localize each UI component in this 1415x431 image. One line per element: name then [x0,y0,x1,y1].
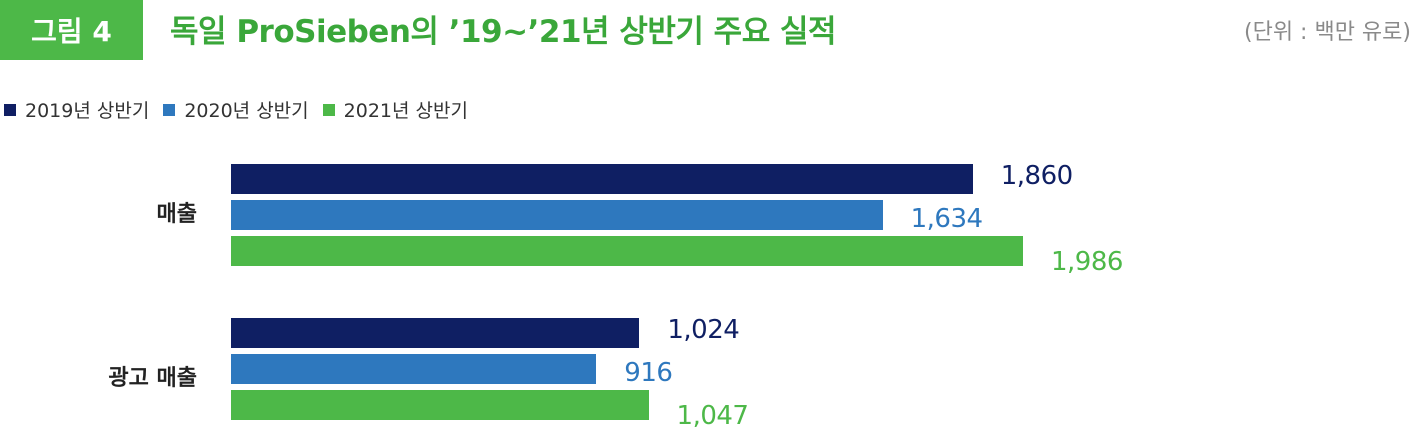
legend-item-2019: 2019년 상반기 [4,96,149,123]
value-label-sales-2019: 1,860 [1000,161,1073,191]
chart-title: 독일 ProSieben의 ’19~’21년 상반기 주요 실적 [170,14,837,50]
legend-label-2021: 2021년 상반기 [343,100,468,122]
legend-label-2019: 2019년 상반기 [25,100,150,122]
legend-item-2021: 2021년 상반기 [322,96,468,123]
legend-label-2020: 2020년 상반기 [184,100,309,122]
bar-ad-sales-2021 [231,390,649,420]
legend-swatch-2019 [4,103,16,116]
bar-sales-2020 [231,200,883,230]
value-label-sales-2021: 1,986 [1051,247,1123,277]
category-label-ad-sales: 광고 매출 [108,366,197,391]
bar-chart: 1,860 1,634 1,986 1,024 916 1,047 [231,161,1123,431]
value-label-sales-2020: 1,634 [910,204,983,234]
bar-ad-sales-2019 [231,318,640,348]
bar-sales-2021 [231,236,1023,266]
value-label-ad-sales-2021: 1,047 [676,401,749,431]
legend-swatch-2021 [322,103,335,116]
figure-badge: 그림 4 [0,0,143,60]
value-label-ad-sales-2019: 1,024 [667,315,740,345]
legend: 2019년 상반기 2020년 상반기 2021년 상반기 [4,96,482,123]
legend-item-2020: 2020년 상반기 [163,96,309,123]
unit-label: (단위 : 백만 유로) [1244,20,1411,45]
category-label-sales: 매출 [156,202,197,227]
legend-swatch-2020 [163,103,176,116]
bar-sales-2019 [231,164,973,194]
value-label-ad-sales-2020: 916 [624,358,673,388]
bar-ad-sales-2020 [231,354,597,384]
